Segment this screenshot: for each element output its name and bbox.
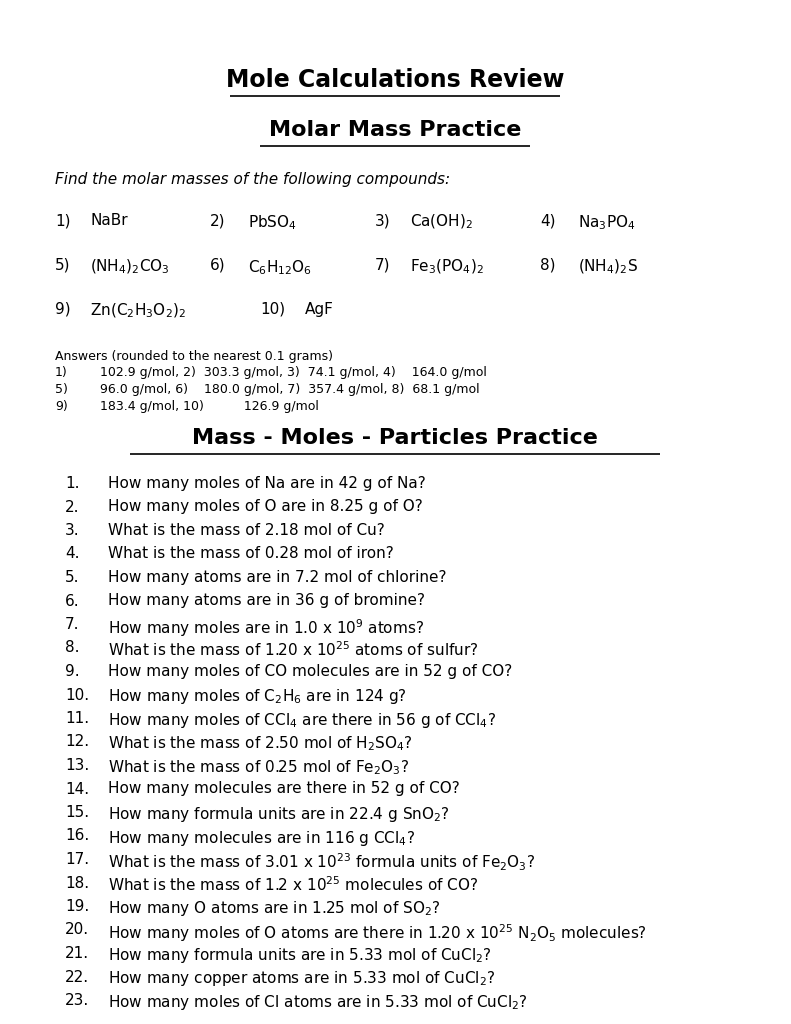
Text: Molar Mass Practice: Molar Mass Practice <box>269 120 521 140</box>
Text: 9): 9) <box>55 400 68 413</box>
Text: 15.: 15. <box>65 805 89 820</box>
Text: 11.: 11. <box>65 711 89 726</box>
Text: PbSO$_4$: PbSO$_4$ <box>248 213 297 231</box>
Text: 22.: 22. <box>65 970 89 984</box>
Text: 14.: 14. <box>65 781 89 797</box>
Text: Mass - Moles - Particles Practice: Mass - Moles - Particles Practice <box>192 428 598 449</box>
Text: Fe$_3$(PO$_4$)$_2$: Fe$_3$(PO$_4$)$_2$ <box>410 258 484 276</box>
Text: What is the mass of 3.01 x 10$^{23}$ formula units of Fe$_2$O$_3$?: What is the mass of 3.01 x 10$^{23}$ for… <box>108 852 536 873</box>
Text: Mole Calculations Review: Mole Calculations Review <box>225 68 564 92</box>
Text: 8): 8) <box>540 258 555 273</box>
Text: 23.: 23. <box>65 993 89 1008</box>
Text: 183.4 g/mol, 10)          126.9 g/mol: 183.4 g/mol, 10) 126.9 g/mol <box>100 400 319 413</box>
Text: What is the mass of 0.25 mol of Fe$_2$O$_3$?: What is the mass of 0.25 mol of Fe$_2$O$… <box>108 758 409 776</box>
Text: 9.: 9. <box>65 664 80 679</box>
Text: 10): 10) <box>260 302 285 317</box>
Text: What is the mass of 2.50 mol of H$_2$SO$_4$?: What is the mass of 2.50 mol of H$_2$SO$… <box>108 734 413 754</box>
Text: Find the molar masses of the following compounds:: Find the molar masses of the following c… <box>55 172 450 187</box>
Text: What is the mass of 1.2 x 10$^{25}$ molecules of CO?: What is the mass of 1.2 x 10$^{25}$ mole… <box>108 876 479 894</box>
Text: 96.0 g/mol, 6)    180.0 g/mol, 7)  357.4 g/mol, 8)  68.1 g/mol: 96.0 g/mol, 6) 180.0 g/mol, 7) 357.4 g/m… <box>100 383 479 396</box>
Text: 16.: 16. <box>65 828 89 844</box>
Text: 21.: 21. <box>65 946 89 961</box>
Text: What is the mass of 0.28 mol of iron?: What is the mass of 0.28 mol of iron? <box>108 547 394 561</box>
Text: Answers (rounded to the nearest 0.1 grams): Answers (rounded to the nearest 0.1 gram… <box>55 350 333 362</box>
Text: 17.: 17. <box>65 852 89 867</box>
Text: 1): 1) <box>55 366 68 379</box>
Text: 2.: 2. <box>65 500 80 514</box>
Text: How many formula units are in 5.33 mol of CuCl$_2$?: How many formula units are in 5.33 mol o… <box>108 946 492 965</box>
Text: How many O atoms are in 1.25 mol of SO$_2$?: How many O atoms are in 1.25 mol of SO$_… <box>108 899 441 918</box>
Text: How many moles of Cl atoms are in 5.33 mol of CuCl$_2$?: How many moles of Cl atoms are in 5.33 m… <box>108 993 528 1012</box>
Text: How many moles of CCl$_4$ are there in 56 g of CCl$_4$?: How many moles of CCl$_4$ are there in 5… <box>108 711 496 730</box>
Text: 3): 3) <box>375 213 391 228</box>
Text: 19.: 19. <box>65 899 89 914</box>
Text: How many moles of Na are in 42 g of Na?: How many moles of Na are in 42 g of Na? <box>108 476 426 490</box>
Text: How many molecules are in 116 g CCl$_4$?: How many molecules are in 116 g CCl$_4$? <box>108 828 415 848</box>
Text: (NH$_4$)$_2$S: (NH$_4$)$_2$S <box>578 258 638 276</box>
Text: How many molecules are there in 52 g of CO?: How many molecules are there in 52 g of … <box>108 781 460 797</box>
Text: Zn(C$_2$H$_3$O$_2$)$_2$: Zn(C$_2$H$_3$O$_2$)$_2$ <box>90 302 186 321</box>
Text: How many moles of O are in 8.25 g of O?: How many moles of O are in 8.25 g of O? <box>108 500 422 514</box>
Text: 1.: 1. <box>65 476 80 490</box>
Text: How many formula units are in 22.4 g SnO$_2$?: How many formula units are in 22.4 g SnO… <box>108 805 450 824</box>
Text: What is the mass of 1.20 x 10$^{25}$ atoms of sulfur?: What is the mass of 1.20 x 10$^{25}$ ato… <box>108 640 479 659</box>
Text: 4.: 4. <box>65 547 80 561</box>
Text: 7.: 7. <box>65 617 80 632</box>
Text: 10.: 10. <box>65 687 89 702</box>
Text: 3.: 3. <box>65 523 80 538</box>
Text: How many atoms are in 7.2 mol of chlorine?: How many atoms are in 7.2 mol of chlorin… <box>108 570 446 585</box>
Text: 18.: 18. <box>65 876 89 891</box>
Text: (NH$_4$)$_2$CO$_3$: (NH$_4$)$_2$CO$_3$ <box>90 258 170 276</box>
Text: 5.: 5. <box>65 570 80 585</box>
Text: C$_6$H$_{12}$O$_6$: C$_6$H$_{12}$O$_6$ <box>248 258 312 276</box>
Text: 5): 5) <box>55 258 70 273</box>
Text: 102.9 g/mol, 2)  303.3 g/mol, 3)  74.1 g/mol, 4)    164.0 g/mol: 102.9 g/mol, 2) 303.3 g/mol, 3) 74.1 g/m… <box>100 366 487 379</box>
Text: How many copper atoms are in 5.33 mol of CuCl$_2$?: How many copper atoms are in 5.33 mol of… <box>108 970 495 988</box>
Text: What is the mass of 2.18 mol of Cu?: What is the mass of 2.18 mol of Cu? <box>108 523 384 538</box>
Text: Na$_3$PO$_4$: Na$_3$PO$_4$ <box>578 213 636 231</box>
Text: 13.: 13. <box>65 758 89 773</box>
Text: 2): 2) <box>210 213 225 228</box>
Text: 4): 4) <box>540 213 555 228</box>
Text: Ca(OH)$_2$: Ca(OH)$_2$ <box>410 213 473 231</box>
Text: 1): 1) <box>55 213 70 228</box>
Text: 6): 6) <box>210 258 225 273</box>
Text: AgF: AgF <box>305 302 334 317</box>
Text: 7): 7) <box>375 258 391 273</box>
Text: 6.: 6. <box>65 594 80 608</box>
Text: 20.: 20. <box>65 923 89 938</box>
Text: NaBr: NaBr <box>90 213 127 228</box>
Text: 9): 9) <box>55 302 70 317</box>
Text: 12.: 12. <box>65 734 89 750</box>
Text: How many atoms are in 36 g of bromine?: How many atoms are in 36 g of bromine? <box>108 594 425 608</box>
Text: 8.: 8. <box>65 640 80 655</box>
Text: How many moles are in 1.0 x 10$^9$ atoms?: How many moles are in 1.0 x 10$^9$ atoms… <box>108 617 424 639</box>
Text: How many moles of O atoms are there in 1.20 x 10$^{25}$ N$_2$O$_5$ molecules?: How many moles of O atoms are there in 1… <box>108 923 647 944</box>
Text: How many moles of CO molecules are in 52 g of CO?: How many moles of CO molecules are in 52… <box>108 664 513 679</box>
Text: How many moles of C$_2$H$_6$ are in 124 g?: How many moles of C$_2$H$_6$ are in 124 … <box>108 687 407 707</box>
Text: 5): 5) <box>55 383 68 396</box>
